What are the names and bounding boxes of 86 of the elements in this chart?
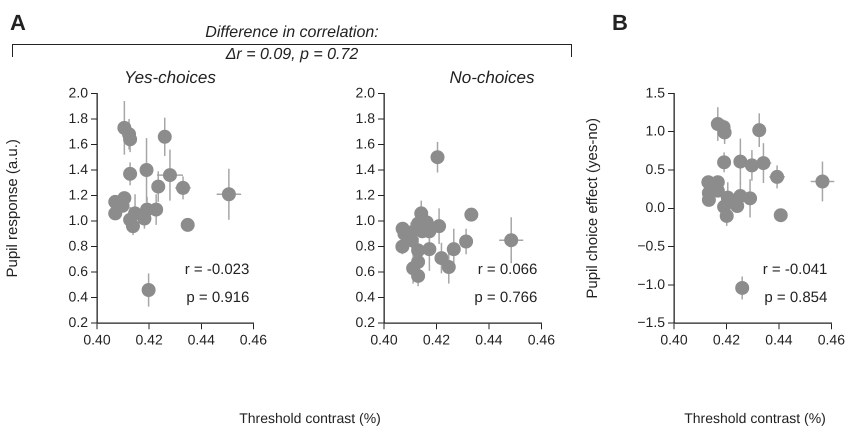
y-tick-label: 0.4 xyxy=(68,288,88,305)
y-tick-label: 1.8 xyxy=(356,110,376,126)
point xyxy=(744,158,759,172)
y-tick-label: −1.0 xyxy=(637,276,666,292)
y-tick-label: 1.5 xyxy=(646,84,666,100)
text: B xyxy=(612,10,628,36)
y-tick-label: 1.6 xyxy=(68,135,88,152)
y-tick-label: 0.2 xyxy=(68,314,88,330)
point xyxy=(180,218,195,232)
y-tick-label: 0.8 xyxy=(356,237,376,254)
annotation: r = 0.066 xyxy=(478,261,538,278)
y-tick-label: 1.0 xyxy=(68,212,88,228)
point xyxy=(151,180,166,194)
x-tick-label: 0.40 xyxy=(660,331,688,348)
y-tick-label: 0.4 xyxy=(356,288,376,305)
text: Difference in correlation: xyxy=(201,24,383,42)
y-tick-label: 0.6 xyxy=(68,262,88,279)
point xyxy=(756,156,770,170)
y-tick-label: 0.2 xyxy=(356,314,376,330)
point xyxy=(459,234,474,248)
y-tick-label: −1.5 xyxy=(637,314,666,330)
point xyxy=(434,251,448,266)
y-tick-label: 1.4 xyxy=(68,160,88,177)
point xyxy=(446,242,461,256)
y-tick-label: 1.4 xyxy=(356,160,376,177)
x-tick-label: 0.40 xyxy=(83,331,111,348)
point xyxy=(733,154,748,169)
x-tick-label: 0.44 xyxy=(188,331,216,348)
point xyxy=(176,180,190,195)
point xyxy=(108,206,122,220)
y-tick-label: 0.0 xyxy=(646,199,666,216)
y-tick-label: 1.0 xyxy=(646,122,666,139)
x-tick-label: 0.46 xyxy=(818,331,846,348)
y-tick-label: 0.8 xyxy=(68,237,88,254)
point xyxy=(422,242,436,256)
y-tick-label: 2.0 xyxy=(68,84,88,100)
point xyxy=(432,219,446,234)
y-axis-title: Pupil response (a.u.) xyxy=(4,139,22,278)
annotation: r = -0.041 xyxy=(762,261,828,278)
point xyxy=(504,233,518,248)
x-tick-label: 0.42 xyxy=(136,331,163,348)
y-tick-label: 0.6 xyxy=(356,262,376,279)
annotation: r = -0.023 xyxy=(184,261,250,278)
annotation: p = 0.766 xyxy=(474,289,538,306)
point xyxy=(123,166,138,181)
y-tick-label: 1.8 xyxy=(68,110,88,126)
point xyxy=(222,187,236,202)
point xyxy=(735,280,750,295)
y-tick-label: 0.5 xyxy=(646,160,666,177)
point xyxy=(442,260,456,274)
y-tick-label: 1.2 xyxy=(68,186,88,202)
x-tick-label: 0.46 xyxy=(240,331,268,348)
point xyxy=(140,163,154,177)
chart-title: No-choices xyxy=(449,68,535,88)
text: A xyxy=(10,10,26,36)
chart-title: Yes-choices xyxy=(124,68,216,88)
x-axis-title: Threshold contrast (%) xyxy=(684,410,826,426)
point xyxy=(770,170,784,184)
x-tick-label: 0.42 xyxy=(712,331,740,348)
x-tick-label: 0.44 xyxy=(475,331,503,348)
point xyxy=(162,168,177,182)
point xyxy=(752,123,766,138)
point xyxy=(464,208,478,222)
x-axis-title: Threshold contrast (%) xyxy=(239,410,381,426)
point xyxy=(743,191,758,206)
x-tick-label: 0.44 xyxy=(765,331,793,348)
text: Δr = 0.09, p = 0.72 xyxy=(222,46,362,64)
y-tick-label: 1.6 xyxy=(356,135,376,152)
annotation: p = 0.916 xyxy=(186,289,250,306)
y-tick-label: 2.0 xyxy=(356,84,376,100)
point xyxy=(774,208,788,222)
y-axis-title: Pupil choice effect (yes-no) xyxy=(584,118,602,299)
y-tick-label: 1.2 xyxy=(356,186,376,202)
x-tick-label: 0.42 xyxy=(422,331,450,348)
point xyxy=(815,174,830,188)
y-tick-label: −0.5 xyxy=(637,237,666,254)
point xyxy=(430,150,445,164)
point xyxy=(717,155,732,170)
x-tick-label: 0.40 xyxy=(370,331,398,348)
annotation: p = 0.854 xyxy=(764,289,828,306)
point xyxy=(720,208,734,223)
point xyxy=(411,268,426,283)
point xyxy=(158,130,172,144)
point xyxy=(142,283,156,298)
y-tick-label: 1.0 xyxy=(356,212,376,228)
x-tick-label: 0.46 xyxy=(528,331,556,348)
